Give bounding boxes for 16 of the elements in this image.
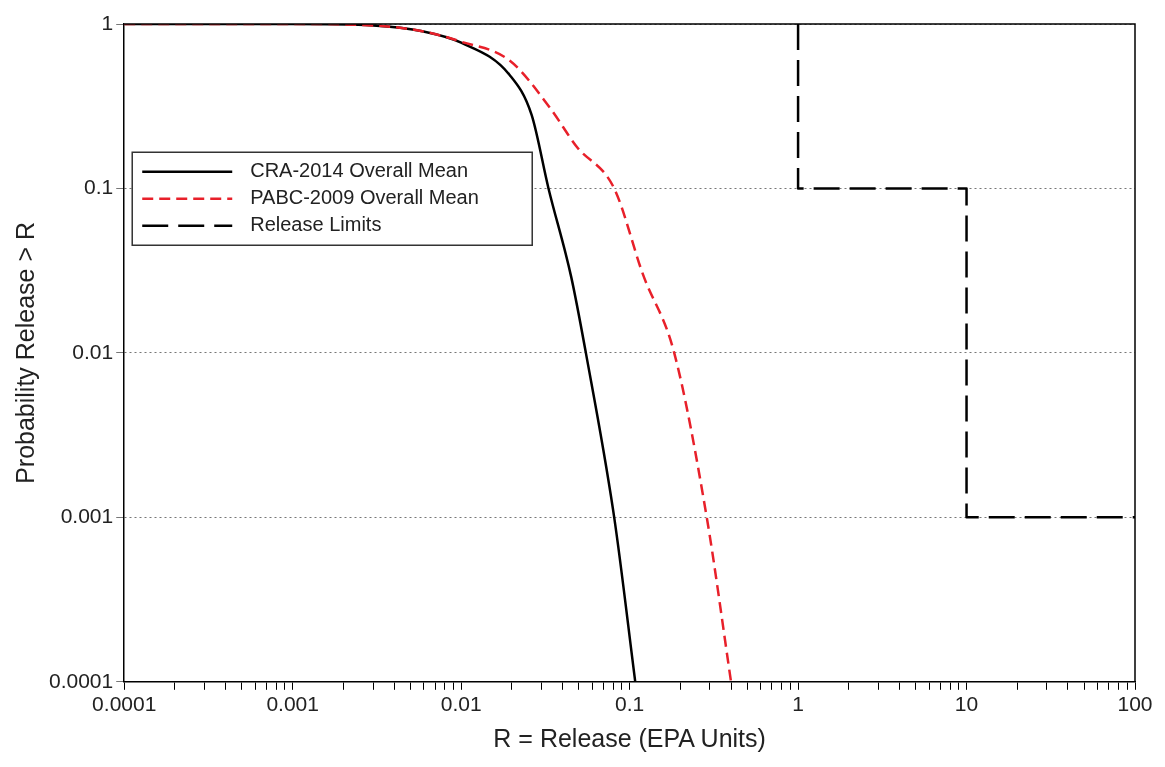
- y-axis-title: Probability Release > R: [10, 221, 39, 484]
- legend-label: PABC-2009 Overall Mean: [250, 186, 479, 209]
- legend-label: Release Limits: [250, 213, 382, 236]
- x-tick-label: 100: [1117, 692, 1153, 716]
- x-tick-label: 0.1: [615, 692, 645, 716]
- y-tick-label: 1: [101, 10, 114, 34]
- y-tick-label: 0.001: [60, 504, 114, 528]
- x-axis-title: R = Release (EPA Units): [493, 723, 766, 752]
- legend-label: CRA-2014 Overall Mean: [250, 159, 469, 182]
- x-tick-label: 10: [954, 692, 979, 716]
- y-tick-label: 0.01: [72, 339, 114, 363]
- y-tick-label: 0.1: [84, 175, 114, 199]
- x-tick-label: 0.001: [266, 692, 319, 716]
- x-tick-label: 0.01: [440, 692, 482, 716]
- x-tick-label: 1: [792, 692, 804, 716]
- y-tick-label: 0.0001: [49, 668, 114, 692]
